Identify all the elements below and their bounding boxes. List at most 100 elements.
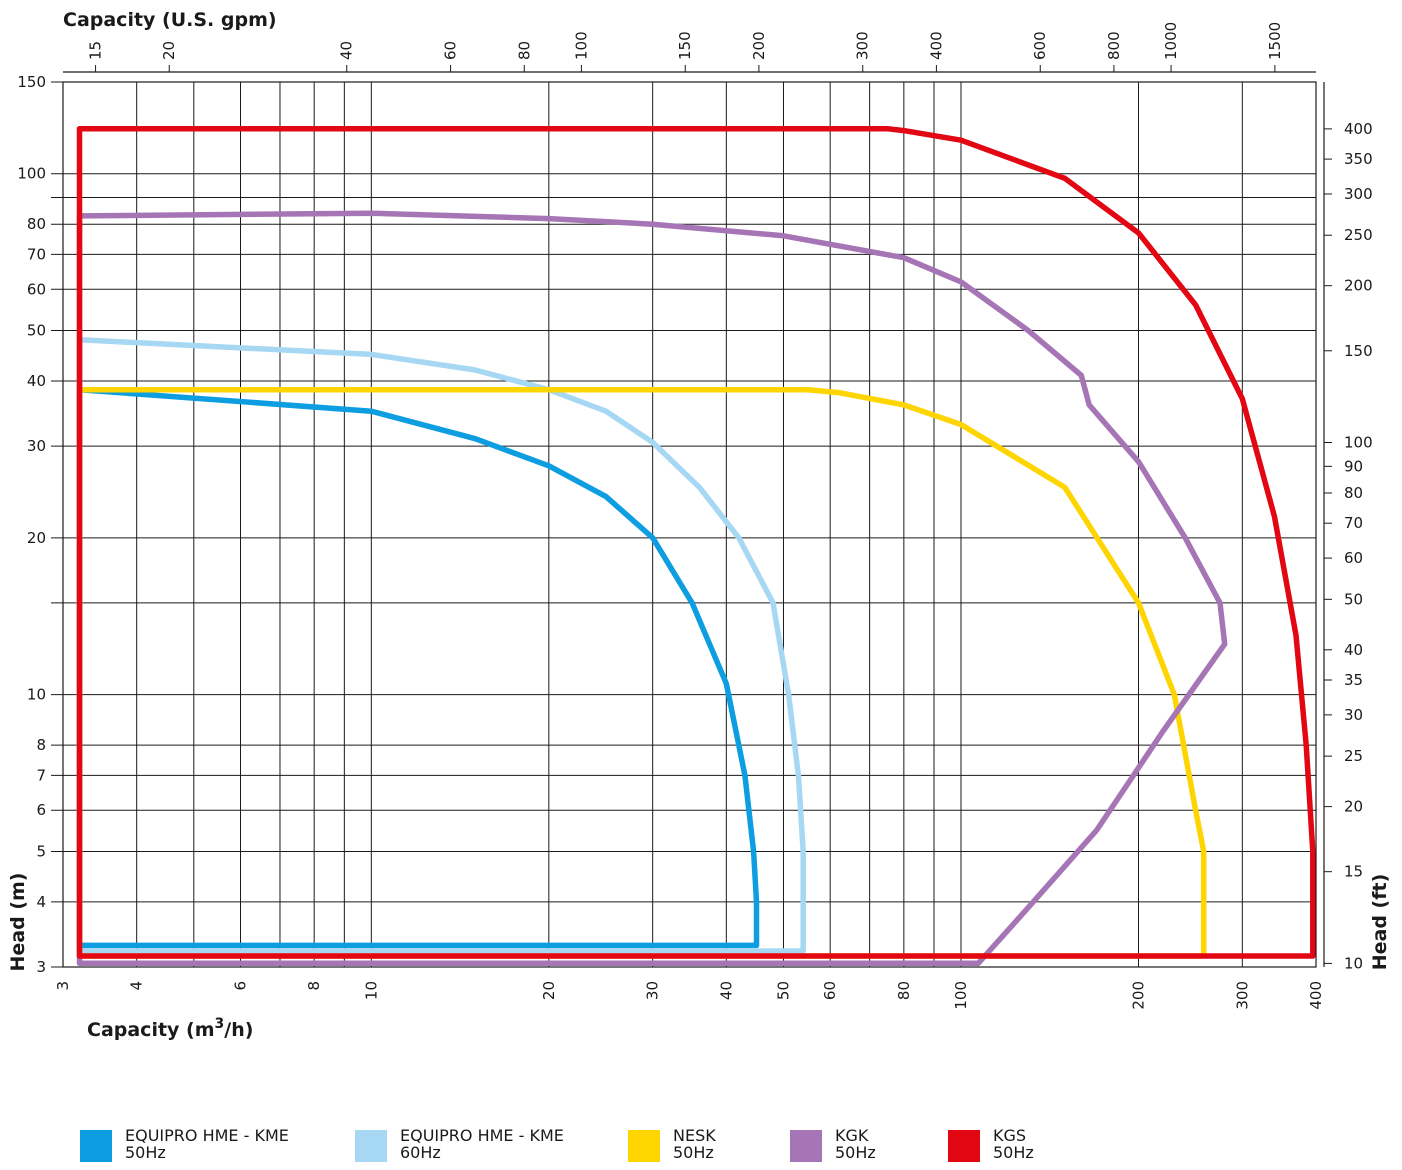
legend-label-name: EQUIPRO HME - KME	[400, 1126, 564, 1145]
top-tick-label: 1500	[1266, 22, 1284, 60]
x-tick-label: 100	[952, 981, 970, 1010]
x-axis-title-sup: 3	[215, 1016, 225, 1032]
top-tick-label: 400	[927, 31, 945, 60]
right-tick-label: 60	[1344, 549, 1363, 567]
y-tick-label: 80	[27, 215, 46, 233]
x-axis-title: Capacity (m3/h)	[87, 1016, 253, 1041]
y-axis-title: Head (m)	[7, 873, 29, 972]
right-tick-label: 70	[1344, 514, 1363, 532]
legend-label: KGK 50Hz	[835, 1127, 876, 1161]
x-tick-label: 80	[895, 981, 913, 1000]
y-tick-label: 4	[36, 893, 46, 911]
x-tick-label: 60	[821, 981, 839, 1000]
x-tick-label: 40	[717, 981, 735, 1000]
series-curve	[76, 125, 1316, 959]
legend-item: KGK 50Hz	[790, 1127, 948, 1162]
legend-item: EQUIPRO HME - KME 50Hz	[80, 1127, 355, 1162]
legend-label: KGS 50Hz	[993, 1127, 1034, 1161]
top-axis-title: Capacity (U.S. gpm)	[63, 9, 277, 31]
top-tick-label: 60	[442, 41, 460, 60]
legend-item: KGS 50Hz	[948, 1127, 1088, 1162]
legend-label-freq: 60Hz	[400, 1143, 441, 1162]
x-tick-label: 20	[540, 981, 558, 1000]
x-tick-label: 6	[232, 981, 250, 991]
legend-label-freq: 50Hz	[835, 1143, 876, 1162]
x-tick-label: 30	[644, 981, 662, 1000]
right-tick-label: 25	[1344, 747, 1363, 765]
y-tick-label: 30	[27, 437, 46, 455]
top-tick-label: 80	[515, 41, 533, 60]
y-tick-label: 150	[17, 73, 46, 91]
x-tick-label: 300	[1233, 981, 1251, 1010]
legend-label-name: KGK	[835, 1126, 869, 1145]
legend-swatch	[628, 1130, 660, 1162]
right-tick-label: 35	[1344, 671, 1363, 689]
x-tick-label: 3	[54, 981, 72, 991]
axes	[62, 65, 1332, 968]
right-tick-label: 90	[1344, 457, 1363, 475]
y-tick-label: 6	[36, 801, 46, 819]
top-tick-label: 200	[750, 31, 768, 60]
top-tick-label: 20	[160, 41, 178, 60]
legend-label-freq: 50Hz	[993, 1143, 1034, 1162]
legend-swatch	[355, 1130, 387, 1162]
legend-item: NESK 50Hz	[628, 1127, 790, 1162]
legend-swatch	[80, 1130, 112, 1162]
x-axis-title-main: Capacity (m	[87, 1019, 215, 1041]
legend-label: NESK 50Hz	[673, 1127, 716, 1161]
legend-label-name: KGS	[993, 1126, 1027, 1145]
y-tick-label: 10	[27, 686, 46, 704]
series-curve	[76, 386, 1207, 959]
series-curves	[76, 125, 1316, 967]
top-tick-label: 100	[572, 31, 590, 60]
legend-label-freq: 50Hz	[673, 1143, 714, 1162]
series-curve	[76, 210, 1228, 967]
right-tick-label: 40	[1344, 641, 1363, 659]
legend-swatch	[790, 1130, 822, 1162]
top-tick-label: 15	[87, 41, 105, 60]
y-tick-label: 20	[27, 529, 46, 547]
legend: EQUIPRO HME - KME 50Hz EQUIPRO HME - KME…	[80, 1127, 1088, 1162]
right-tick-label: 100	[1344, 434, 1373, 452]
right-tick-label: 200	[1344, 277, 1373, 295]
top-tick-label: 300	[854, 31, 872, 60]
y-tick-label: 70	[27, 245, 46, 263]
y-tick-label: 5	[36, 842, 46, 860]
right-tick-label: 30	[1344, 706, 1363, 724]
right-tick-label: 15	[1344, 863, 1363, 881]
legend-swatch	[948, 1130, 980, 1162]
top-tick-label: 800	[1105, 31, 1123, 60]
x-tick-label: 10	[362, 981, 380, 1000]
right-tick-label: 150	[1344, 342, 1373, 360]
right-tick-label: 350	[1344, 150, 1373, 168]
legend-label-freq: 50Hz	[125, 1143, 166, 1162]
x-tick-label: 200	[1129, 981, 1147, 1010]
y-tick-label: 60	[27, 280, 46, 298]
right-tick-label: 10	[1344, 954, 1363, 972]
top-tick-label: 150	[676, 31, 694, 60]
right-tick-label: 400	[1344, 120, 1373, 138]
x-axis-title-tail: /h)	[224, 1019, 253, 1041]
right-tick-label: 20	[1344, 798, 1363, 816]
y-tick-label: 3	[36, 958, 46, 976]
plot-frame	[62, 81, 1317, 968]
top-tick-label: 600	[1031, 31, 1049, 60]
right-tick-label: 80	[1344, 484, 1363, 502]
right-tick-label: 250	[1344, 226, 1373, 244]
tick-labels: 15 20 40 60 80 100 150 200 300 400 600 800 1000 1500 1…	[17, 22, 1372, 1010]
x-tick-label: 50	[774, 981, 792, 1000]
top-tick-label: 1000	[1162, 22, 1180, 60]
series-curve	[76, 386, 760, 949]
legend-item: EQUIPRO HME - KME 60Hz	[355, 1127, 628, 1162]
x-tick-label: 8	[305, 981, 323, 991]
pump-performance-chart: 15 20 40 60 80 100 150 200 300 400 600 800 1000 1500 1…	[7, 9, 1391, 1041]
y-tick-label: 8	[36, 736, 46, 754]
x-tick-label: 400	[1307, 981, 1325, 1010]
legend-label: EQUIPRO HME - KME 50Hz	[125, 1127, 289, 1161]
y-tick-label: 7	[36, 766, 46, 784]
right-axis-title: Head (ft)	[1369, 874, 1391, 971]
top-tick-label: 40	[338, 41, 356, 60]
legend-label: EQUIPRO HME - KME 60Hz	[400, 1127, 564, 1161]
right-tick-label: 50	[1344, 590, 1363, 608]
x-tick-label: 4	[128, 981, 146, 991]
